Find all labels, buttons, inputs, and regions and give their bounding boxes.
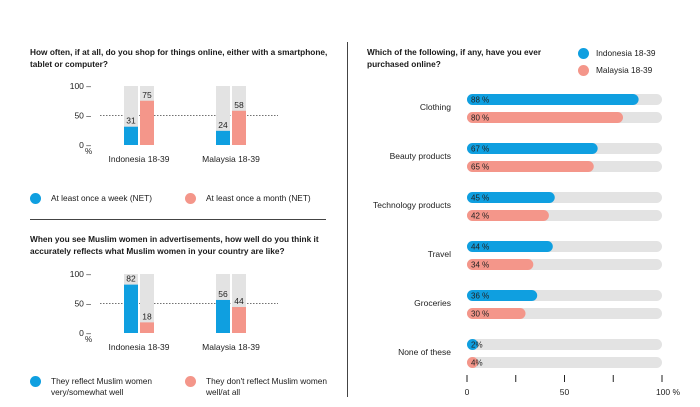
bar-malaysia-2 bbox=[467, 210, 549, 221]
bar-indonesia-1 bbox=[467, 143, 598, 154]
x-tick-label: 0 bbox=[465, 387, 470, 397]
bar-malaysia-0 bbox=[467, 112, 623, 123]
bar-primary-0 bbox=[124, 284, 138, 333]
bar-primary-0 bbox=[124, 126, 138, 145]
chart2-legend-not-reflect: They don't reflect Muslim women well/at … bbox=[185, 376, 335, 398]
bar-value-label: 4% bbox=[471, 358, 483, 367]
bar-indonesia-3 bbox=[467, 241, 553, 252]
bar-track bbox=[467, 339, 662, 350]
bar-indonesia-2 bbox=[467, 192, 555, 203]
bar-secondary-1 bbox=[232, 307, 246, 333]
legend-dot-malaysia bbox=[578, 65, 589, 76]
bar-secondary-0 bbox=[140, 322, 154, 333]
legend-dot-month bbox=[185, 193, 196, 204]
bar-value-label: 56 bbox=[218, 289, 228, 299]
bar-value-label: 80 % bbox=[471, 113, 489, 122]
x-tick-label: 50 bbox=[560, 387, 570, 397]
y-tick-label-50: 50 – bbox=[74, 299, 91, 309]
y-unit-label: % bbox=[85, 335, 92, 344]
y-unit-label: % bbox=[85, 147, 92, 156]
chart3-legend-indonesia: Indonesia 18-39 bbox=[578, 48, 698, 59]
x-category-label: Malaysia 18-39 bbox=[202, 154, 260, 164]
x-category-label: Indonesia 18-39 bbox=[109, 154, 170, 164]
y-tick-label-50: 50 – bbox=[74, 111, 91, 121]
bar-malaysia-3 bbox=[467, 259, 534, 270]
legend-dot-week bbox=[30, 193, 41, 204]
chart1-title: How often, if at all, do you shop for th… bbox=[30, 47, 328, 69]
bar-value-label: 2% bbox=[471, 340, 483, 349]
category-label: Travel bbox=[428, 249, 451, 259]
chart2-legend-reflect: They reflect Muslim women very/somewhat … bbox=[30, 376, 180, 398]
bar-secondary-0 bbox=[140, 100, 154, 145]
category-label: Technology products bbox=[373, 200, 451, 210]
bar-value-label: 45 % bbox=[471, 193, 489, 202]
chart2-plot: 100 – 50 – 0 –% Indonesia 18-39 Malaysia 18-… bbox=[70, 269, 278, 352]
bar-value-label: 82 bbox=[126, 274, 136, 284]
bar-value-label: 42 % bbox=[471, 211, 489, 220]
chart1-legend-month: At least once a month (NET) bbox=[185, 193, 335, 204]
bar-indonesia-4 bbox=[467, 290, 538, 301]
chart3-title: Which of the following, if any, have you… bbox=[367, 47, 542, 69]
bar-track bbox=[467, 357, 662, 368]
category-label: Clothing bbox=[420, 102, 451, 112]
bar-value-label: 75 bbox=[142, 90, 152, 100]
bar-malaysia-4 bbox=[467, 308, 526, 319]
category-label: Beauty products bbox=[390, 151, 451, 161]
bar-value-label: 67 % bbox=[471, 144, 489, 153]
bar-track bbox=[140, 274, 154, 333]
chart3-plot: Clothing 88 % 80 % Beauty products 67 % 65 % T… bbox=[373, 94, 681, 397]
bar-value-label: 31 bbox=[126, 116, 136, 126]
bar-track bbox=[216, 86, 230, 145]
chart1-plot: 100 – 50 – 0 –% Indonesia 18-39 Malaysia 18-… bbox=[70, 81, 278, 164]
y-tick-label-100: 100 – bbox=[70, 269, 92, 279]
y-tick-label-100: 100 – bbox=[70, 81, 92, 91]
bar-value-label: 88 % bbox=[471, 95, 489, 104]
legend-label-indonesia: Indonesia 18-39 bbox=[596, 48, 656, 58]
chart2-title: When you see Muslim women in advertiseme… bbox=[30, 234, 319, 256]
bar-value-label: 44 bbox=[234, 296, 244, 306]
bar-malaysia-5 bbox=[467, 357, 478, 368]
bar-value-label: 58 bbox=[234, 100, 244, 110]
bar-value-label: 65 % bbox=[471, 162, 489, 171]
category-label: None of these bbox=[398, 347, 451, 357]
x-tick-label: 100 % bbox=[656, 387, 681, 397]
bar-value-label: 44 % bbox=[471, 242, 489, 251]
legend-dot-not-reflect bbox=[185, 376, 196, 387]
y-tick-label-0: 0 – bbox=[79, 328, 91, 338]
bar-value-label: 24 bbox=[218, 120, 228, 130]
legend-label-week: At least once a week (NET) bbox=[51, 193, 152, 203]
bar-value-label: 34 % bbox=[471, 260, 489, 269]
bar-malaysia-1 bbox=[467, 161, 594, 172]
chart1-legend-week: At least once a week (NET) bbox=[30, 193, 180, 204]
column-divider bbox=[347, 42, 348, 397]
legend-dot-indonesia bbox=[578, 48, 589, 59]
x-category-label: Indonesia 18-39 bbox=[109, 342, 170, 352]
bar-value-label: 36 % bbox=[471, 291, 489, 300]
bar-primary-1 bbox=[216, 130, 230, 145]
bar-indonesia-0 bbox=[467, 94, 639, 105]
legend-label-malaysia: Malaysia 18-39 bbox=[596, 65, 653, 75]
y-tick-label-0: 0 – bbox=[79, 140, 91, 150]
bar-value-label: 30 % bbox=[471, 309, 489, 318]
bar-secondary-1 bbox=[232, 110, 246, 145]
legend-label-reflect: They reflect Muslim women very/somewhat … bbox=[51, 376, 152, 397]
legend-label-not-reflect: They don't reflect Muslim women well/at … bbox=[206, 376, 328, 397]
legend-label-month: At least once a month (NET) bbox=[206, 193, 311, 203]
x-category-label: Malaysia 18-39 bbox=[202, 342, 260, 352]
section-divider bbox=[30, 219, 326, 220]
bar-value-label: 18 bbox=[142, 311, 152, 321]
chart3-legend-malaysia: Malaysia 18-39 bbox=[578, 65, 698, 76]
category-label: Groceries bbox=[414, 298, 451, 308]
bar-indonesia-5 bbox=[467, 339, 478, 350]
bar-primary-1 bbox=[216, 299, 230, 333]
legend-dot-reflect bbox=[30, 376, 41, 387]
